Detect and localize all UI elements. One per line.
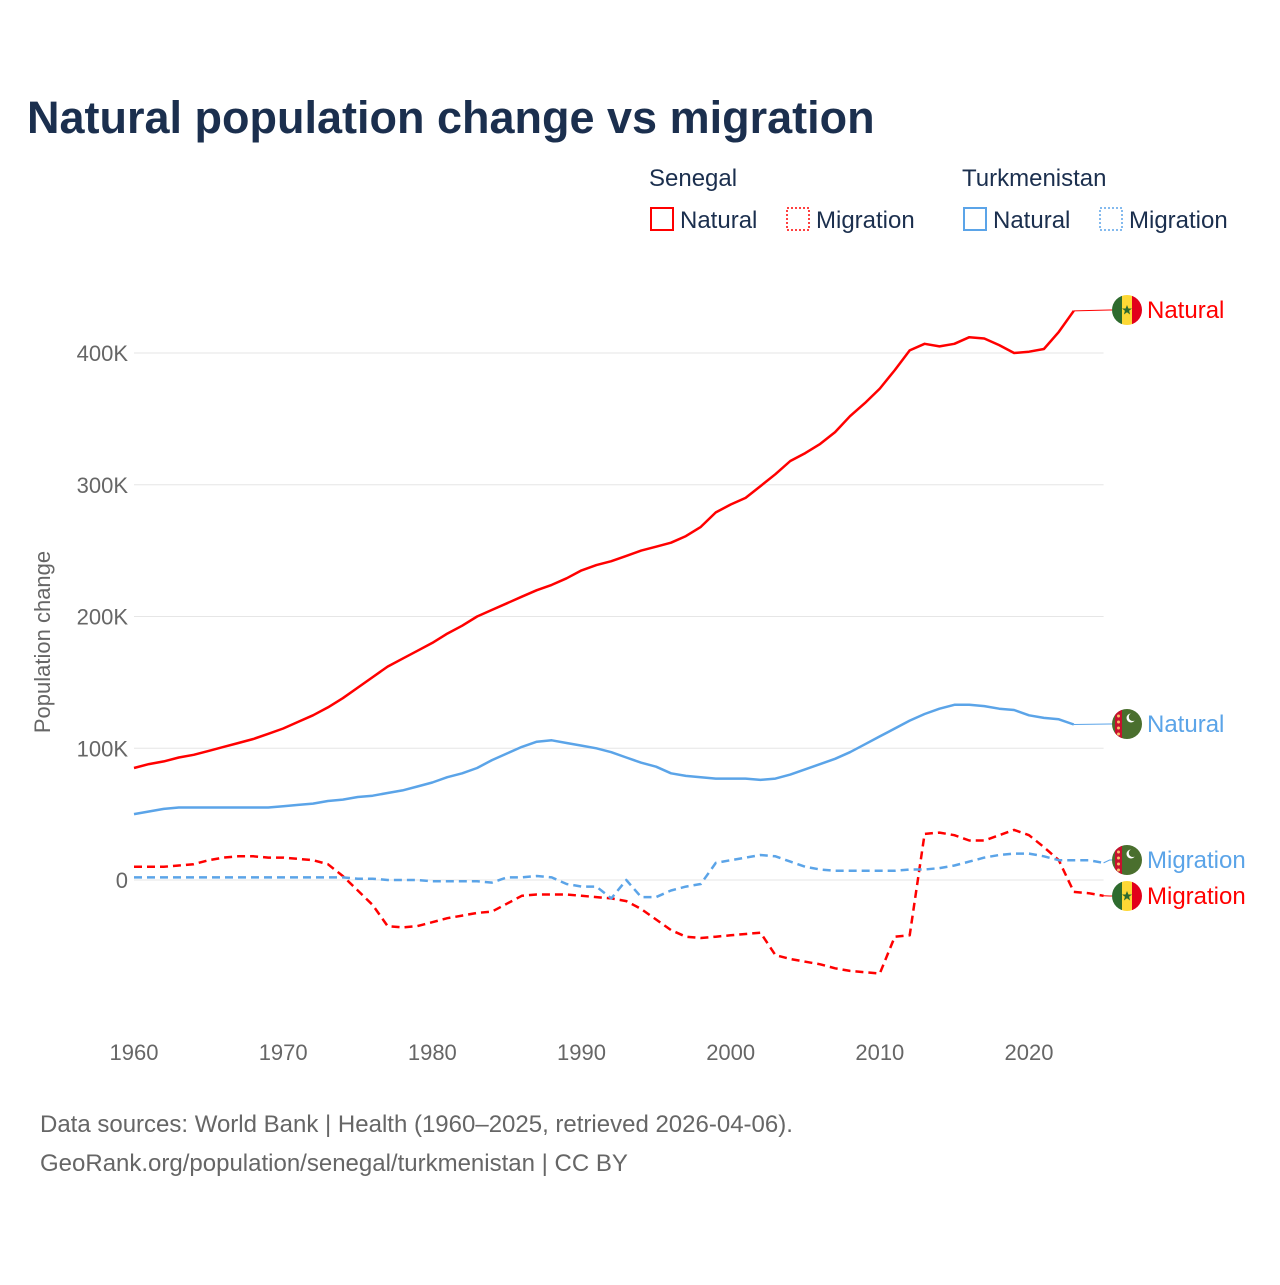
label-connector [1074,724,1112,725]
legend: Senegal Natural Migration Turkmenistan N… [649,165,1228,234]
x-tick-label: 1990 [557,1040,606,1065]
senegal-flag-icon [1112,881,1142,911]
x-tick-label: 1970 [259,1040,308,1065]
turkmenistan-flag-icon [1112,709,1142,739]
x-tick-label: 2020 [1005,1040,1054,1065]
end-label-turkmenistan-migration: Migration [1147,847,1246,874]
x-axis: 1960 1970 1980 1990 2000 2010 2020 [110,1040,1054,1065]
series-line-senegal-migration[interactable] [134,830,1104,974]
end-label-senegal-natural: Natural [1147,297,1224,324]
chart-title: Natural population change vs migration [27,92,875,143]
legend-group-senegal: Senegal [649,165,737,192]
legend-swatch-turkmenistan-migration [1100,208,1122,230]
footer-link[interactable]: GeoRank.org/population/senegal/turkmenis… [40,1150,628,1177]
legend-label-turkmenistan-natural[interactable]: Natural [993,207,1070,234]
x-tick-label: 2010 [855,1040,904,1065]
legend-label-turkmenistan-migration[interactable]: Migration [1129,207,1228,234]
series-line-turkmenistan-natural[interactable] [134,705,1074,814]
x-tick-label: 2000 [706,1040,755,1065]
footer-source: Data sources: World Bank | Health (1960–… [40,1111,793,1138]
label-connector [1074,310,1112,311]
y-axis: 0 100K 200K 300K 400K [77,341,129,893]
y-tick-label: 300K [77,473,129,498]
y-tick-label: 0 [116,868,128,893]
legend-group-turkmenistan: Turkmenistan [962,165,1107,192]
y-tick-label: 200K [77,605,129,630]
end-label-senegal-migration: Migration [1147,883,1246,910]
senegal-flag-icon [1112,295,1142,325]
y-tick-label: 400K [77,341,129,366]
series-lines [134,311,1104,974]
legend-swatch-turkmenistan-natural [964,208,986,230]
legend-swatch-senegal-natural [651,208,673,230]
x-tick-label: 1960 [110,1040,159,1065]
y-tick-label: 100K [77,736,129,761]
label-connector [1104,860,1112,863]
gridlines [134,353,1104,880]
series-line-turkmenistan-migration[interactable] [134,854,1104,899]
turkmenistan-flag-icon [1112,845,1142,875]
y-axis-label: Population change [30,551,55,733]
legend-swatch-senegal-migration [787,208,809,230]
x-tick-label: 1980 [408,1040,457,1065]
legend-label-senegal-natural[interactable]: Natural [680,207,757,234]
end-label-turkmenistan-natural: Natural [1147,711,1224,738]
end-labels: Natural Migration Natural Migration [1074,295,1246,911]
legend-label-senegal-migration[interactable]: Migration [816,207,915,234]
series-line-senegal-natural[interactable] [134,311,1074,768]
